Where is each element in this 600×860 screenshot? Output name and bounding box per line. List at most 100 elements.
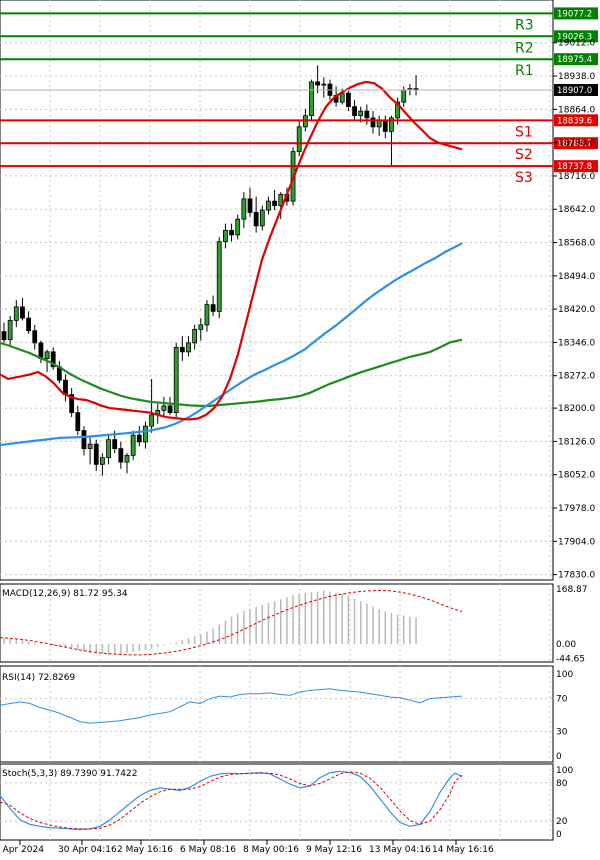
axes: 19012.0 18938.0 18864.0 18790.0 18716.0 18642… (0, 39, 595, 855)
candle (315, 65, 321, 94)
level-price-box (554, 137, 598, 150)
level-price-box (554, 53, 598, 66)
candle (100, 453, 105, 476)
price-tick-label: 17830.0 (558, 571, 595, 581)
candle (352, 99, 357, 121)
candle-body-bullish (161, 405, 167, 411)
price-tick-label: 18494.0 (558, 272, 595, 282)
time-tick-label: 8 May 00:16 (243, 845, 299, 855)
candle (93, 439, 99, 472)
level-name-s2: S2 (515, 147, 533, 163)
macd-tick-label: 168.87 (556, 585, 588, 595)
candle (272, 189, 278, 211)
candle-body-bullish (13, 306, 19, 321)
candle-body-bullish (401, 89, 407, 103)
support-resistance-levels: R3 19077.2 R2 19026.3 R1 18975.4 S1 18839.6 S2 18… (0, 7, 598, 186)
candle (130, 430, 136, 460)
time-tick-label: 6 May 08:16 (180, 845, 236, 855)
candle-body-bearish (315, 81, 321, 86)
level-price-label: 18839.6 (557, 116, 592, 126)
candle-body-bearish (247, 198, 253, 213)
macd-tick-label: -44.65 (556, 655, 585, 665)
price-tick-label: 18272.0 (558, 372, 595, 382)
candle (1, 322, 7, 343)
level-price-label: 18975.4 (557, 55, 592, 65)
rsi-label: RSI(14) 72.8269 (2, 673, 75, 683)
candle (389, 115, 394, 166)
price-tick-label: 18568.0 (558, 239, 595, 249)
candle-body-bearish (69, 394, 75, 414)
candle-body-bearish (253, 211, 259, 227)
level-name-r3: R3 (515, 17, 534, 33)
macd-indicator (0, 589, 463, 656)
candle-body-bearish (32, 330, 38, 344)
moving-average-red (0, 80, 463, 421)
candle-body-bullish (278, 193, 284, 207)
candle (32, 324, 38, 350)
candle-body-bearish (370, 117, 376, 128)
candle (321, 77, 327, 98)
candle (186, 336, 191, 357)
price-tick-label: 18864.0 (558, 105, 595, 115)
price-tick-label: 18938.0 (558, 72, 595, 82)
candle (106, 435, 111, 465)
candle (167, 396, 173, 415)
candle-body-bearish (26, 317, 32, 332)
candle-body-bearish (210, 304, 216, 312)
candle-body-bullish (222, 229, 228, 243)
level-price-box (554, 114, 598, 127)
candle-body-bullish (149, 414, 155, 427)
stoch-k-line (0, 770, 463, 831)
candle-body-bullish (389, 117, 394, 132)
candle-body-bullish (296, 126, 302, 153)
price-tick-label: 17978.0 (558, 504, 595, 514)
candle-body-bullish (395, 101, 401, 119)
price-panel-frame (0, 0, 554, 581)
candle (229, 223, 234, 242)
level-name-r1: R1 (515, 63, 534, 79)
candle-body-bearish (382, 119, 388, 132)
stochastic-indicator (0, 770, 553, 831)
candle (161, 396, 167, 418)
candle-body-bullish (235, 218, 241, 236)
price-tick-label: 18642.0 (558, 205, 595, 215)
moving-average-green (0, 338, 463, 407)
candle-body-bullish (266, 200, 271, 211)
candle (376, 115, 382, 136)
price-tick-label: 18200.0 (558, 404, 595, 414)
candle (278, 192, 284, 220)
price-tick-label: 18716.0 (558, 172, 595, 182)
candle (370, 111, 376, 134)
level-price-label: 18788.7 (557, 139, 592, 149)
candle (81, 426, 87, 456)
candle-body-bullish (106, 439, 111, 459)
candle-body-bullish (186, 342, 191, 353)
candle-body-bearish (345, 92, 351, 108)
candle (69, 387, 75, 418)
candle-body-bullish (100, 457, 105, 465)
level-price-box (554, 7, 598, 20)
candle-body-bearish (50, 351, 56, 368)
stoch-tick-label: 20 (556, 817, 568, 827)
candle (63, 374, 68, 402)
macd-label: MACD(12,26,9) 81.72 95.34 (2, 589, 128, 599)
candle-body-bearish (229, 229, 234, 236)
price-tick-label: 18790.0 (558, 139, 595, 149)
stoch-tick-label: 0 (556, 830, 562, 840)
candle (382, 115, 388, 139)
grid-lines (0, 0, 553, 840)
candle-body-bullish (124, 454, 130, 463)
candle-body-bullish (204, 304, 210, 326)
candle-body-bullish (358, 110, 364, 117)
candle (413, 75, 419, 96)
candle-body-bullish (339, 92, 345, 103)
candle-body-bullish (241, 198, 247, 220)
candle (20, 297, 25, 321)
candle (87, 437, 93, 465)
candle (309, 79, 314, 121)
current-price-label: 18907.0 (557, 86, 592, 96)
candle-body-bearish (272, 200, 278, 207)
candle (210, 295, 216, 316)
time-tick-label: 30 Apr 04:16 (58, 845, 117, 855)
